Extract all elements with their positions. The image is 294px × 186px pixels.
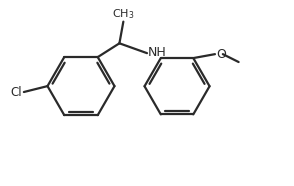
- Text: O: O: [216, 48, 226, 61]
- Text: CH$_3$: CH$_3$: [112, 7, 135, 21]
- Text: Cl: Cl: [10, 86, 22, 99]
- Text: NH: NH: [148, 46, 167, 59]
